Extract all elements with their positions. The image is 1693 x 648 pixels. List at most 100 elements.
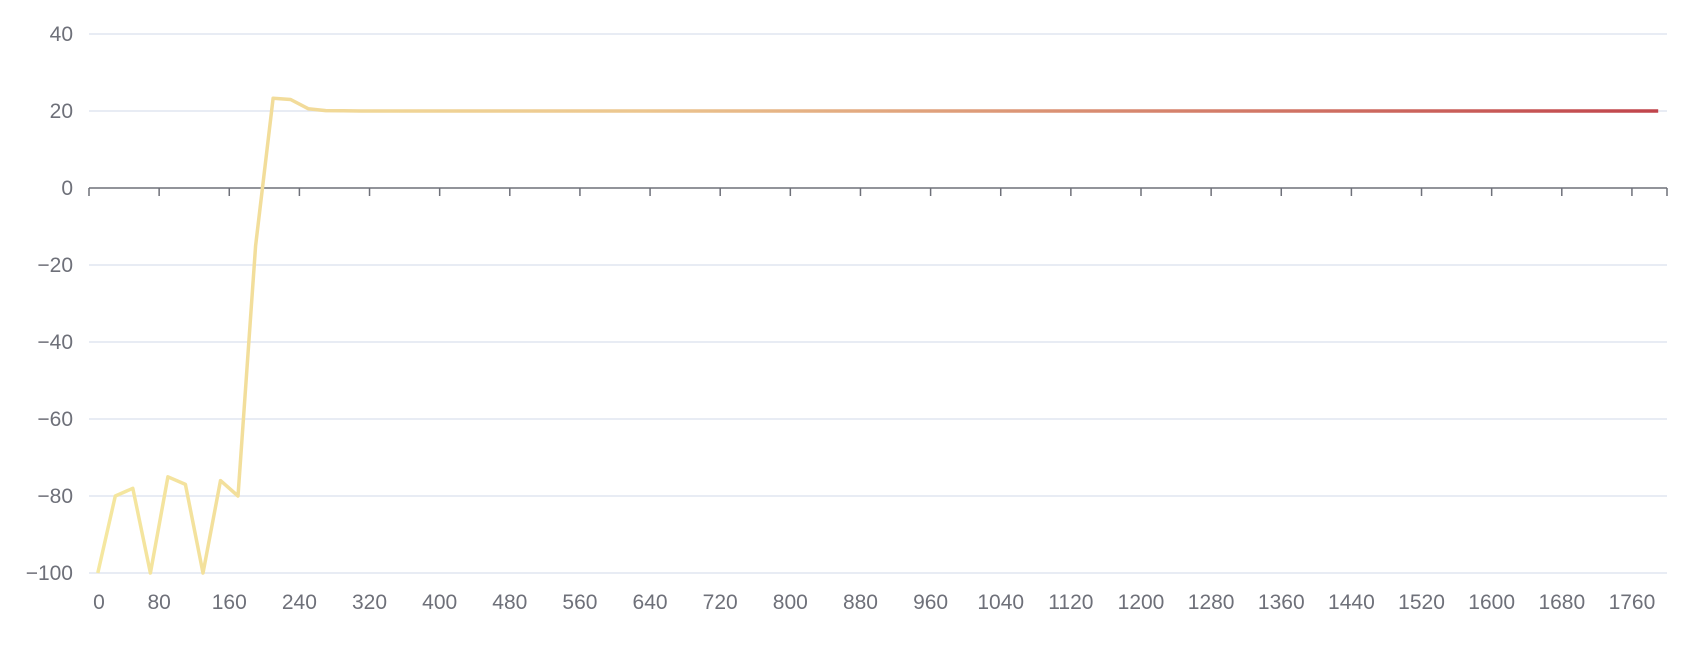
data-point [569, 109, 573, 113]
data-point [394, 109, 398, 113]
data-point [359, 109, 363, 113]
data-point [1306, 109, 1310, 113]
data-point [1656, 109, 1660, 113]
data-point [674, 109, 678, 113]
data-point [1043, 109, 1047, 113]
data-point [1569, 109, 1573, 113]
data-point [1428, 109, 1432, 113]
x-tick-label: 1200 [1118, 591, 1165, 614]
data-point [832, 109, 836, 113]
data-point [920, 109, 924, 113]
x-tick-label: 960 [913, 591, 948, 614]
data-point [499, 109, 503, 113]
y-tick-label: 40 [50, 23, 73, 46]
data-point [604, 109, 608, 113]
data-point [937, 109, 941, 113]
x-tick-label: 800 [773, 591, 808, 614]
data-point [1095, 109, 1099, 113]
data-point [1376, 109, 1380, 113]
data-point [587, 109, 591, 113]
x-tick-label: 1120 [1048, 591, 1093, 614]
y-tick-label: −40 [37, 331, 73, 354]
y-tick-label: 20 [50, 100, 73, 123]
data-point [306, 107, 310, 111]
data-point [1358, 109, 1362, 113]
data-point [148, 571, 152, 575]
data-point [1130, 109, 1134, 113]
data-point [271, 96, 275, 100]
data-point [762, 109, 766, 113]
x-tick-label: 1520 [1398, 591, 1445, 614]
data-point [219, 479, 223, 483]
data-point [236, 494, 240, 498]
y-tick-label: −60 [37, 408, 73, 431]
series-line [96, 96, 1659, 575]
data-point [902, 109, 906, 113]
x-tick-label: 640 [633, 591, 668, 614]
x-tick-label: 880 [843, 591, 878, 614]
data-point [639, 109, 643, 113]
x-tick-label: 320 [352, 591, 387, 614]
data-point [1481, 109, 1485, 113]
data-point [1200, 109, 1204, 113]
data-point [955, 109, 959, 113]
data-point [1534, 109, 1538, 113]
y-axis-labels: 40 20 0 −20 −40 −60 −80 −100 [26, 23, 73, 585]
data-point [1183, 109, 1187, 113]
data-point [1235, 109, 1239, 113]
x-axis [88, 187, 1668, 196]
data-point [797, 109, 801, 113]
x-tick-label: 240 [282, 591, 317, 614]
data-point [1148, 109, 1152, 113]
x-tick-label: 160 [212, 591, 247, 614]
data-point [1341, 109, 1345, 113]
data-point [1078, 109, 1082, 113]
y-tick-label: 0 [61, 177, 73, 200]
x-tick-label: 1680 [1538, 591, 1585, 614]
data-point [517, 109, 521, 113]
x-tick-label: 1440 [1328, 591, 1375, 614]
data-point [1411, 109, 1415, 113]
x-tick-label: 560 [562, 591, 597, 614]
data-point [324, 109, 328, 113]
data-point [131, 486, 135, 490]
data-point [411, 109, 415, 113]
data-point [1604, 109, 1608, 113]
data-point [1271, 109, 1275, 113]
data-point [1288, 109, 1292, 113]
data-point [709, 109, 713, 113]
data-point [166, 475, 170, 479]
data-point [1253, 109, 1257, 113]
data-point [850, 109, 854, 113]
x-tick-label: 480 [492, 591, 527, 614]
data-point [254, 244, 258, 248]
x-tick-label: 0 [93, 591, 105, 614]
data-point [1393, 109, 1397, 113]
data-point [815, 109, 819, 113]
data-point [289, 97, 293, 101]
data-point [1551, 109, 1555, 113]
series-layer [96, 96, 1660, 575]
data-point [1639, 109, 1643, 113]
data-point [464, 109, 468, 113]
data-point [113, 494, 117, 498]
data-point [1008, 109, 1012, 113]
data-point [96, 571, 100, 575]
data-point [183, 482, 187, 486]
data-point [1446, 109, 1450, 113]
data-point [972, 109, 976, 113]
x-tick-label: 1280 [1188, 591, 1235, 614]
x-tick-label: 720 [703, 591, 738, 614]
data-point [1323, 109, 1327, 113]
data-point [552, 109, 556, 113]
data-point [341, 109, 345, 113]
data-point [1113, 109, 1117, 113]
data-point [376, 109, 380, 113]
data-point [1621, 109, 1625, 113]
data-point [692, 109, 696, 113]
x-tick-label: 400 [422, 591, 457, 614]
data-point [1516, 109, 1520, 113]
y-tick-label: −20 [37, 254, 73, 277]
